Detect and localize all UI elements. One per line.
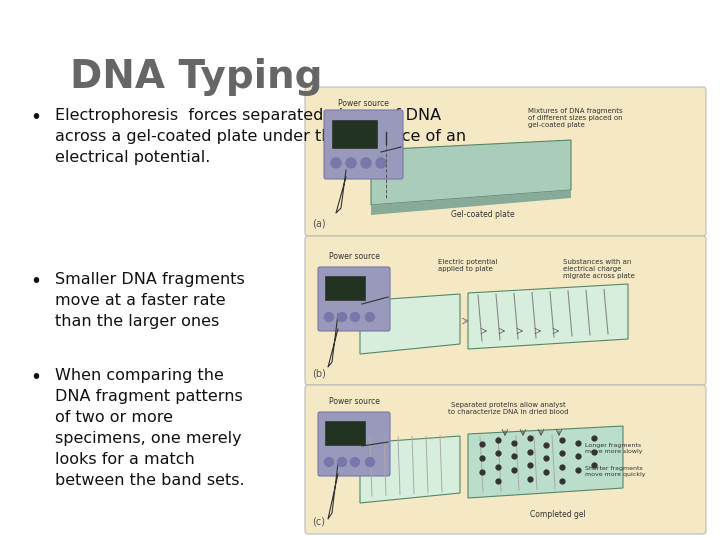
Circle shape bbox=[366, 457, 374, 467]
Text: across a gel-coated plate under the influence of an: across a gel-coated plate under the infl… bbox=[55, 129, 466, 144]
Text: of two or more: of two or more bbox=[55, 410, 173, 425]
Text: looks for a match: looks for a match bbox=[55, 452, 194, 467]
FancyBboxPatch shape bbox=[318, 412, 390, 476]
Polygon shape bbox=[371, 190, 571, 215]
Text: move at a faster rate: move at a faster rate bbox=[55, 293, 225, 308]
Text: •: • bbox=[30, 272, 41, 291]
Polygon shape bbox=[360, 436, 460, 503]
Polygon shape bbox=[371, 140, 571, 205]
Text: When comparing the: When comparing the bbox=[55, 368, 224, 383]
Text: specimens, one merely: specimens, one merely bbox=[55, 431, 242, 446]
FancyBboxPatch shape bbox=[318, 267, 390, 331]
Polygon shape bbox=[468, 426, 623, 498]
Text: Power source: Power source bbox=[338, 99, 388, 108]
Circle shape bbox=[325, 457, 333, 467]
Text: DNA Typing: DNA Typing bbox=[70, 58, 323, 96]
Text: Electric potential
applied to plate: Electric potential applied to plate bbox=[438, 259, 498, 272]
FancyBboxPatch shape bbox=[305, 87, 706, 236]
Circle shape bbox=[338, 457, 346, 467]
FancyBboxPatch shape bbox=[305, 385, 706, 534]
Text: Completed gel: Completed gel bbox=[530, 510, 586, 519]
Circle shape bbox=[361, 158, 371, 168]
Bar bbox=[332, 120, 377, 148]
Text: Electrophoresis  forces separated pieces of DNA: Electrophoresis forces separated pieces … bbox=[55, 108, 441, 123]
Text: (b): (b) bbox=[312, 368, 326, 378]
Text: DNA fragment patterns: DNA fragment patterns bbox=[55, 389, 243, 404]
Circle shape bbox=[346, 158, 356, 168]
Text: Power source: Power source bbox=[328, 252, 379, 261]
Text: Gel-coated plate: Gel-coated plate bbox=[451, 210, 515, 219]
Text: than the larger ones: than the larger ones bbox=[55, 314, 220, 329]
Text: •: • bbox=[30, 368, 41, 387]
Text: (c): (c) bbox=[312, 517, 325, 527]
Text: Substances with an
electrical charge
migrate across plate: Substances with an electrical charge mig… bbox=[563, 259, 635, 279]
Bar bbox=[325, 421, 365, 445]
FancyBboxPatch shape bbox=[305, 236, 706, 385]
Text: between the band sets.: between the band sets. bbox=[55, 473, 245, 488]
Circle shape bbox=[351, 457, 359, 467]
Text: •: • bbox=[30, 108, 41, 127]
FancyBboxPatch shape bbox=[324, 110, 403, 179]
Text: Shorter fragments
move more quickly: Shorter fragments move more quickly bbox=[585, 466, 646, 477]
Bar bbox=[325, 276, 365, 300]
Text: Separated proteins allow analyst
to characterize DNA in dried blood: Separated proteins allow analyst to char… bbox=[448, 402, 568, 415]
Circle shape bbox=[325, 313, 333, 321]
Text: Smaller DNA fragments: Smaller DNA fragments bbox=[55, 272, 245, 287]
Text: Power source: Power source bbox=[328, 397, 379, 406]
Circle shape bbox=[331, 158, 341, 168]
Polygon shape bbox=[360, 294, 460, 354]
Circle shape bbox=[351, 313, 359, 321]
Polygon shape bbox=[468, 284, 628, 349]
Text: Longer fragments
move more slowly: Longer fragments move more slowly bbox=[585, 443, 642, 454]
Text: Mixtures of DNA fragments
of different sizes placed on
gel-coated plate: Mixtures of DNA fragments of different s… bbox=[528, 108, 623, 128]
Text: (a): (a) bbox=[312, 219, 325, 229]
Text: electrical potential.: electrical potential. bbox=[55, 150, 210, 165]
Circle shape bbox=[366, 313, 374, 321]
Circle shape bbox=[376, 158, 386, 168]
Circle shape bbox=[338, 313, 346, 321]
